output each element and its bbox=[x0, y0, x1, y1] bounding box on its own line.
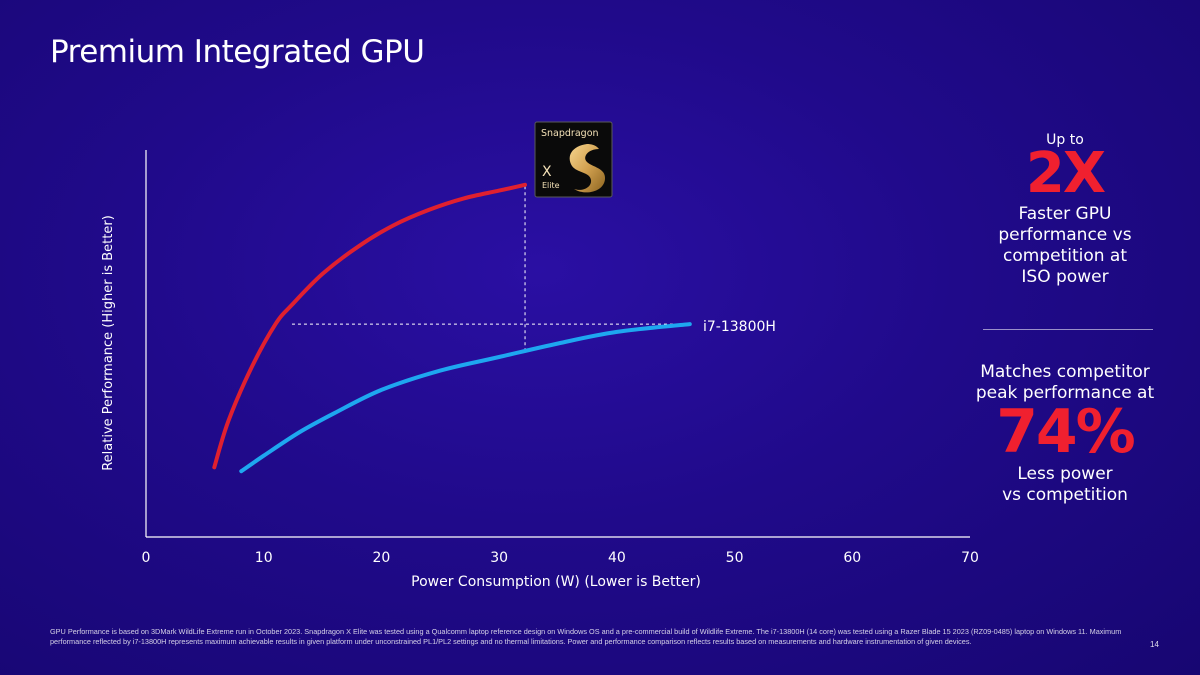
callout-74pct-line: Matches competitor bbox=[980, 362, 1150, 382]
callout-2x: Up to 2X Faster GPU performance vs compe… bbox=[975, 131, 1155, 288]
snapdragon-x-elite-curve bbox=[212, 182, 527, 470]
chart-annotations bbox=[291, 184, 690, 352]
callout-2x-desc: Faster GPU performance vs competition at… bbox=[975, 204, 1155, 288]
callout-74pct-line: Less power bbox=[1017, 464, 1113, 484]
callout-74pct-line: vs competition bbox=[1002, 485, 1128, 505]
callout-2x-line: performance vs bbox=[998, 225, 1132, 245]
snapdragon-logo-icon bbox=[569, 144, 606, 193]
chart-axes bbox=[145, 150, 970, 538]
callout-2x-line: Faster GPU bbox=[1018, 204, 1112, 224]
x-tick-label: 10 bbox=[255, 550, 273, 566]
x-tick-label: 40 bbox=[608, 550, 626, 566]
page-title: Premium Integrated GPU bbox=[50, 34, 425, 70]
chart-series bbox=[212, 182, 692, 474]
callout-74pct: Matches competitor peak performance at 7… bbox=[975, 362, 1155, 506]
callout-2x-pre: Up to bbox=[1046, 132, 1084, 148]
callout-74pct-pre: Matches competitor peak performance at bbox=[975, 362, 1155, 404]
callout-divider bbox=[983, 329, 1153, 330]
x-tick-label: 70 bbox=[961, 550, 979, 566]
x-tick-labels: 0 10 20 30 40 50 60 70 bbox=[142, 550, 979, 566]
badge-line1-text: X bbox=[542, 164, 552, 180]
badge-brand-text: Snapdragon bbox=[541, 128, 599, 139]
footnote: GPU Performance is based on 3DMark WildL… bbox=[50, 627, 1122, 646]
y-axis-label: Relative Performance (Higher is Better) bbox=[101, 215, 116, 471]
x-tick-label: 50 bbox=[726, 550, 744, 566]
callout-2x-value: 2X bbox=[1025, 141, 1106, 206]
callout-74pct-line: peak performance at bbox=[975, 383, 1155, 403]
x-tick-label: 30 bbox=[490, 550, 508, 566]
callout-2x-line: ISO power bbox=[1021, 267, 1109, 287]
page-number: 14 bbox=[1150, 640, 1159, 649]
callout-74pct-post: Less power vs competition bbox=[975, 464, 1155, 506]
snapdragon-x-elite-badge: Snapdragon X Elite bbox=[534, 121, 613, 198]
series-label-i7-13800H: i7-13800H bbox=[703, 319, 776, 335]
x-tick-label: 60 bbox=[843, 550, 861, 566]
x-tick-label: 20 bbox=[373, 550, 391, 566]
i7-13800h-curve bbox=[239, 322, 692, 474]
x-tick-label: 0 bbox=[142, 550, 151, 566]
badge-line2-text: Elite bbox=[542, 181, 560, 190]
x-axis-label: Power Consumption (W) (Lower is Better) bbox=[411, 574, 701, 590]
callout-2x-line: competition at bbox=[1003, 246, 1127, 266]
callout-74pct-value: 74% bbox=[996, 397, 1136, 467]
